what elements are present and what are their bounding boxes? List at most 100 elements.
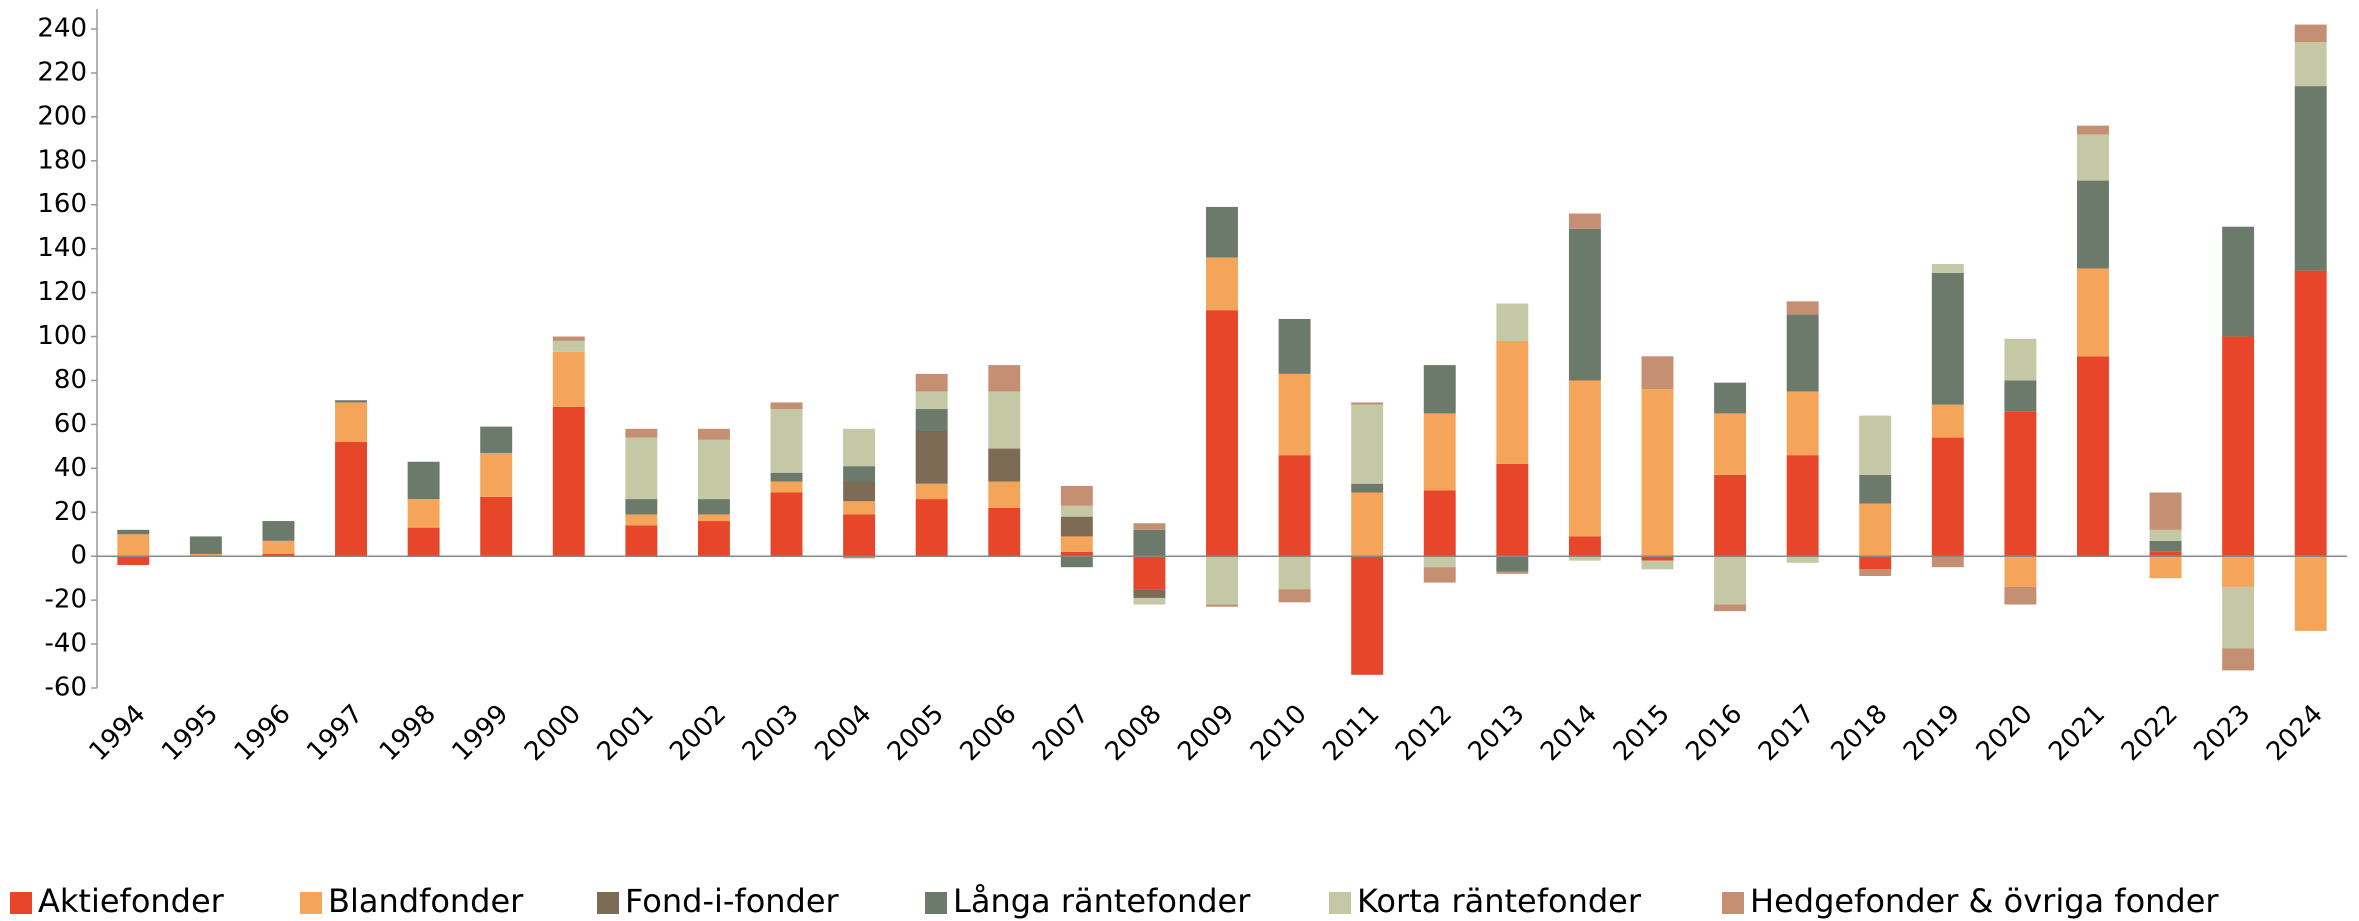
bar-segment (2222, 648, 2255, 671)
bar-segment (1641, 356, 1674, 390)
bar-segment (552, 406, 585, 557)
bar-segment (1351, 492, 1384, 557)
bar-segment (1859, 503, 1892, 557)
bar-segment (770, 492, 803, 557)
bar-segment (2294, 86, 2327, 271)
bar-segment (1568, 536, 1601, 557)
bar-segment (2004, 338, 2037, 381)
x-tick-label: 2013 (1463, 699, 1531, 767)
x-tick-label: 1996 (229, 699, 297, 767)
bar-segment (988, 448, 1021, 482)
x-tick-label: 1994 (84, 699, 152, 767)
bar-segment (1060, 505, 1093, 517)
x-tick-label: 2022 (2116, 699, 2184, 767)
bar-segment (1568, 228, 1601, 381)
x-tick-label: 2009 (1172, 699, 1240, 767)
x-tick-label: 2004 (809, 699, 877, 767)
bar-segment (262, 540, 295, 555)
bar-segment (1714, 474, 1747, 557)
bar-segment (1931, 272, 1964, 405)
bar-segment (1206, 206, 1238, 258)
bar-segment (552, 351, 585, 407)
x-tick-label: 2000 (519, 699, 587, 767)
bar-segment (1060, 536, 1093, 552)
y-tick-label: 0 (70, 541, 87, 571)
bar-segment (1786, 314, 1819, 392)
x-tick-label: 2024 (2261, 699, 2329, 767)
bar-segment (697, 499, 730, 515)
x-tick-label: 2012 (1390, 699, 1458, 767)
bar-segment (1931, 264, 1964, 273)
x-tick-label: 2016 (1680, 699, 1748, 767)
bar-segment (2294, 24, 2327, 43)
x-tick-label: 2007 (1027, 699, 1095, 767)
x-tick-label: 2014 (1535, 699, 1603, 767)
bar-segment (1786, 556, 1819, 563)
bar-segment (1859, 569, 1892, 576)
bar-segment (1786, 455, 1819, 557)
bar-segment (988, 507, 1021, 557)
bar-segment (915, 409, 948, 431)
bar-segment (1278, 589, 1311, 603)
legend-swatch (10, 892, 32, 914)
bar-segment (335, 400, 367, 403)
bar-segment (480, 452, 513, 497)
y-tick-label: 80 (54, 365, 87, 395)
bar-segment (2149, 540, 2182, 552)
bar-segment (2149, 556, 2182, 579)
bar-segment (2222, 336, 2255, 557)
bar-segment (625, 437, 658, 500)
bar-segment (1568, 380, 1601, 537)
bar-segment (1060, 516, 1093, 537)
bar-segment (915, 430, 948, 484)
bar-segment (2222, 586, 2255, 649)
bar-segment (988, 365, 1021, 392)
bar-segment (2222, 226, 2255, 337)
bar-segment (915, 391, 948, 410)
x-tick-label: 2006 (955, 699, 1023, 767)
bar-segment (2149, 551, 2182, 557)
bar-segment (1496, 556, 1529, 572)
bar-segment (988, 391, 1021, 449)
bar-segment (2077, 268, 2109, 357)
bar-segment (1859, 474, 1892, 504)
bar-segment (1351, 483, 1384, 493)
bar-segment (1496, 463, 1529, 557)
bar-segment (1351, 404, 1384, 484)
x-tick-label: 1998 (374, 699, 442, 767)
bar-segment (2222, 556, 2255, 587)
bar-segment (843, 514, 876, 557)
bar-segment (2004, 380, 2037, 412)
bar-segment (1278, 455, 1311, 557)
bar-segment (2294, 42, 2327, 87)
bar-segment (1206, 604, 1238, 607)
x-tick-label: 2002 (664, 699, 732, 767)
bar-segment (335, 402, 367, 442)
bar-segment (2004, 586, 2037, 605)
legend-label: Hedgefonder & övriga fonder (1750, 882, 2219, 920)
bar-segment (697, 514, 730, 522)
bar-segment (1206, 556, 1238, 605)
bar-segment (1714, 382, 1747, 414)
legend-swatch (597, 892, 619, 914)
bar-segment (189, 536, 222, 555)
y-tick-label: 40 (54, 453, 87, 483)
bar-segment (1423, 556, 1456, 568)
bar-segment (2004, 556, 2037, 587)
bar-segment (843, 481, 876, 502)
bar-segment (1641, 560, 1674, 570)
bar-segment (1206, 310, 1238, 557)
x-tick-label: 1999 (446, 699, 514, 767)
bar-segment (407, 499, 440, 528)
bar-segment (697, 428, 730, 440)
bar-segment (843, 556, 876, 559)
bar-segment (1133, 523, 1166, 530)
x-tick-label: 2015 (1608, 699, 1676, 767)
bar-segment (407, 461, 440, 500)
x-tick-label: 2003 (737, 699, 805, 767)
y-tick-label: 60 (54, 409, 87, 439)
x-tick-label: 2018 (1825, 699, 1893, 767)
bar-segment (915, 499, 948, 557)
y-tick-label: -40 (45, 629, 87, 659)
